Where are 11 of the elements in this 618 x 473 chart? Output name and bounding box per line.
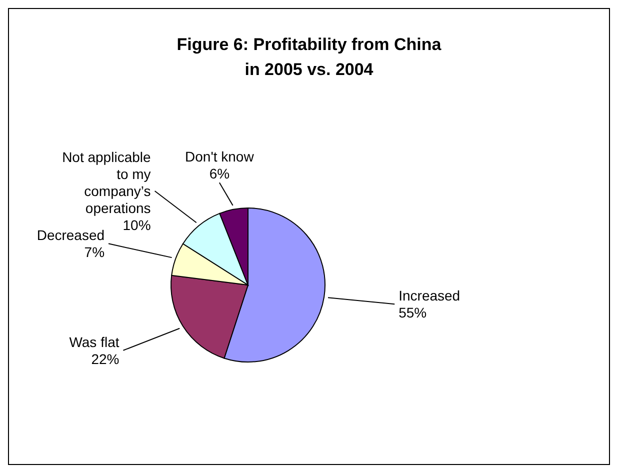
data-label: 6% [209, 166, 230, 182]
slice-label: Not applicable to my company’s operations [62, 148, 151, 216]
chart-title: Figure 6: Profitability from China in 2005 vs. 2004 [176, 35, 442, 79]
data-label: 55% [398, 304, 427, 321]
slice-label: Decreased [36, 227, 105, 244]
slice-label: Was flat [69, 334, 120, 350]
data-label: 7% [84, 244, 105, 260]
data-label: 10% [122, 216, 151, 233]
slice-label: Don't know [185, 148, 255, 165]
slice-label: Increased [398, 288, 460, 304]
data-label: 22% [91, 350, 120, 367]
